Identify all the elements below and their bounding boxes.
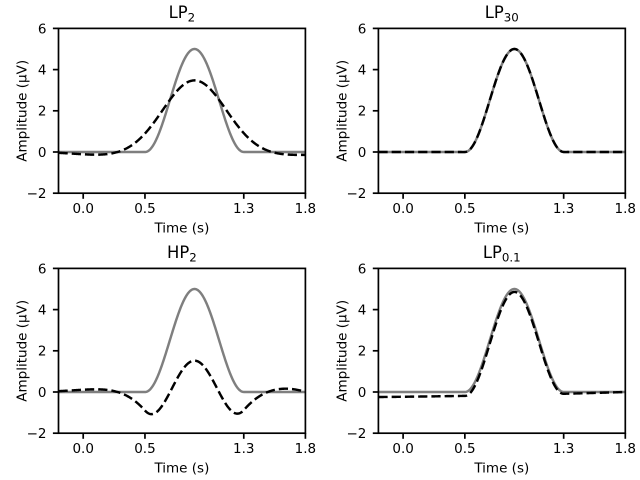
subplot-title-base: HP xyxy=(167,243,189,262)
raw-signal-line xyxy=(58,287,306,394)
subplot-title-sub: 0.1 xyxy=(502,250,521,264)
subplot-title-sub: 2 xyxy=(189,250,197,264)
y-tick-label: −2 xyxy=(27,426,47,442)
y-tick-label: 6 xyxy=(38,21,47,37)
axes-spines xyxy=(377,267,627,435)
y-tick-label: 6 xyxy=(38,261,47,277)
y-tick-label: 6 xyxy=(358,261,367,277)
subplot-title: LP2 xyxy=(169,3,196,24)
subplot-title-sub: 2 xyxy=(188,10,196,24)
plot-area: 0.0 0.5 1.3 1.8 −2 0 2 4 6 xyxy=(346,261,636,457)
subplot-title: LP0.1 xyxy=(483,243,521,264)
plot-area: 0.0 0.5 1.3 1.8 −2 0 2 4 6 xyxy=(27,21,317,217)
subplot-title: LP30 xyxy=(485,3,519,24)
subplot-lp30: LP30 Time (s) Amplitude (μV) 0.0 0.5 1.3 1.… xyxy=(334,3,636,236)
y-tick-label: 0 xyxy=(38,385,47,401)
y-tick-label: 4 xyxy=(358,303,367,319)
x-tick-label: 0.5 xyxy=(454,201,475,217)
x-tick-label: 1.3 xyxy=(233,201,254,217)
y-tick-label: 2 xyxy=(358,344,367,360)
x-tick-label: 0.0 xyxy=(392,201,413,217)
x-tick-label: 1.3 xyxy=(553,201,574,217)
x-tick-label: 1.8 xyxy=(295,441,316,457)
subplot-hp2: HP2 Time (s) Amplitude (μV) 0.0 0.5 1.3 1.8… xyxy=(15,243,317,476)
subplot-lp01: LP0.1 Time (s) Amplitude (μV) 0.0 0.5 1.3 1… xyxy=(334,243,636,476)
x-tick-label: 1.8 xyxy=(615,441,636,457)
subplot-title-base: LP xyxy=(485,3,504,22)
x-tick-label: 1.3 xyxy=(553,441,574,457)
axes-spines xyxy=(377,27,627,195)
raw-signal-line xyxy=(378,47,626,154)
subplot-lp2: LP2 Time (s) Amplitude (μV) 0.0 0.5 1.3 1.8… xyxy=(15,3,317,236)
y-tick-label: 6 xyxy=(358,21,367,37)
raw-signal-line xyxy=(378,287,626,394)
x-axis-label: Time (s) xyxy=(153,460,209,476)
subplot-title-sub: 30 xyxy=(504,10,519,24)
curves xyxy=(58,287,306,416)
y-tick-label: 4 xyxy=(38,63,47,79)
axes-spines xyxy=(57,267,307,435)
y-tick-label: −2 xyxy=(27,186,47,202)
x-tick-label: 0.0 xyxy=(72,201,93,217)
y-tick-label: 2 xyxy=(358,104,367,120)
y-axis-label: Amplitude (μV) xyxy=(15,300,31,402)
y-tick-label: 4 xyxy=(38,303,47,319)
x-tick-label: 0.0 xyxy=(392,441,413,457)
x-tick-label: 1.8 xyxy=(615,201,636,217)
y-tick-label: 2 xyxy=(38,104,47,120)
axes-spines xyxy=(57,27,307,195)
y-axis-label: Amplitude (μV) xyxy=(334,60,350,162)
y-axis-label: Amplitude (μV) xyxy=(15,60,31,162)
y-tick-label: 2 xyxy=(38,344,47,360)
curves xyxy=(378,287,626,399)
subplot-title: HP2 xyxy=(167,243,197,264)
x-axis-label: Time (s) xyxy=(473,460,529,476)
y-tick-label: 0 xyxy=(38,145,47,161)
raw-signal-line xyxy=(58,47,306,154)
y-tick-label: 0 xyxy=(358,385,367,401)
x-tick-label: 0.0 xyxy=(72,441,93,457)
curves xyxy=(378,47,626,154)
x-tick-label: 1.8 xyxy=(295,201,316,217)
x-axis-label: Time (s) xyxy=(153,220,209,236)
subplot-title-base: LP xyxy=(483,243,502,262)
y-tick-label: −2 xyxy=(346,186,366,202)
plot-area: 0.0 0.5 1.3 1.8 −2 0 2 4 6 xyxy=(346,21,636,217)
plot-area: 0.0 0.5 1.3 1.8 −2 0 2 4 6 xyxy=(27,261,317,457)
x-tick-label: 0.5 xyxy=(454,441,475,457)
x-tick-label: 1.3 xyxy=(233,441,254,457)
subplot-title-base: LP xyxy=(169,3,188,22)
y-tick-label: 0 xyxy=(358,145,367,161)
curves xyxy=(58,47,306,157)
filtered-signal-line xyxy=(378,47,626,154)
x-tick-label: 0.5 xyxy=(134,441,155,457)
y-axis-label: Amplitude (μV) xyxy=(334,300,350,402)
y-tick-label: −2 xyxy=(346,426,366,442)
filtered-signal-line xyxy=(378,290,626,399)
x-tick-label: 0.5 xyxy=(134,201,155,217)
filtered-signal-line xyxy=(58,79,306,157)
x-axis-label: Time (s) xyxy=(473,220,529,236)
y-tick-label: 4 xyxy=(358,63,367,79)
filtered-signal-line xyxy=(58,359,306,416)
